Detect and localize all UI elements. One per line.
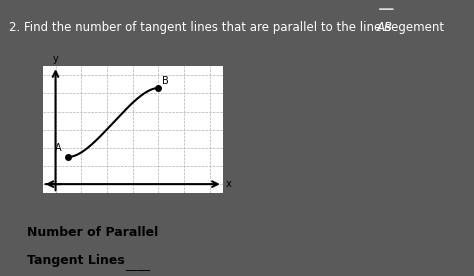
Text: B: B <box>162 76 169 86</box>
Text: y: y <box>53 54 58 64</box>
Text: ____: ____ <box>125 258 150 271</box>
Text: Number of Parallel: Number of Parallel <box>27 227 158 240</box>
Text: AB: AB <box>377 21 393 34</box>
Text: Graph 2: Graph 2 <box>83 76 123 86</box>
Text: 2. Find the number of tangent lines that are parallel to the line segement: 2. Find the number of tangent lines that… <box>9 21 448 34</box>
Text: A: A <box>55 143 62 153</box>
Text: Tangent Lines: Tangent Lines <box>27 254 125 267</box>
Text: x: x <box>225 179 231 189</box>
